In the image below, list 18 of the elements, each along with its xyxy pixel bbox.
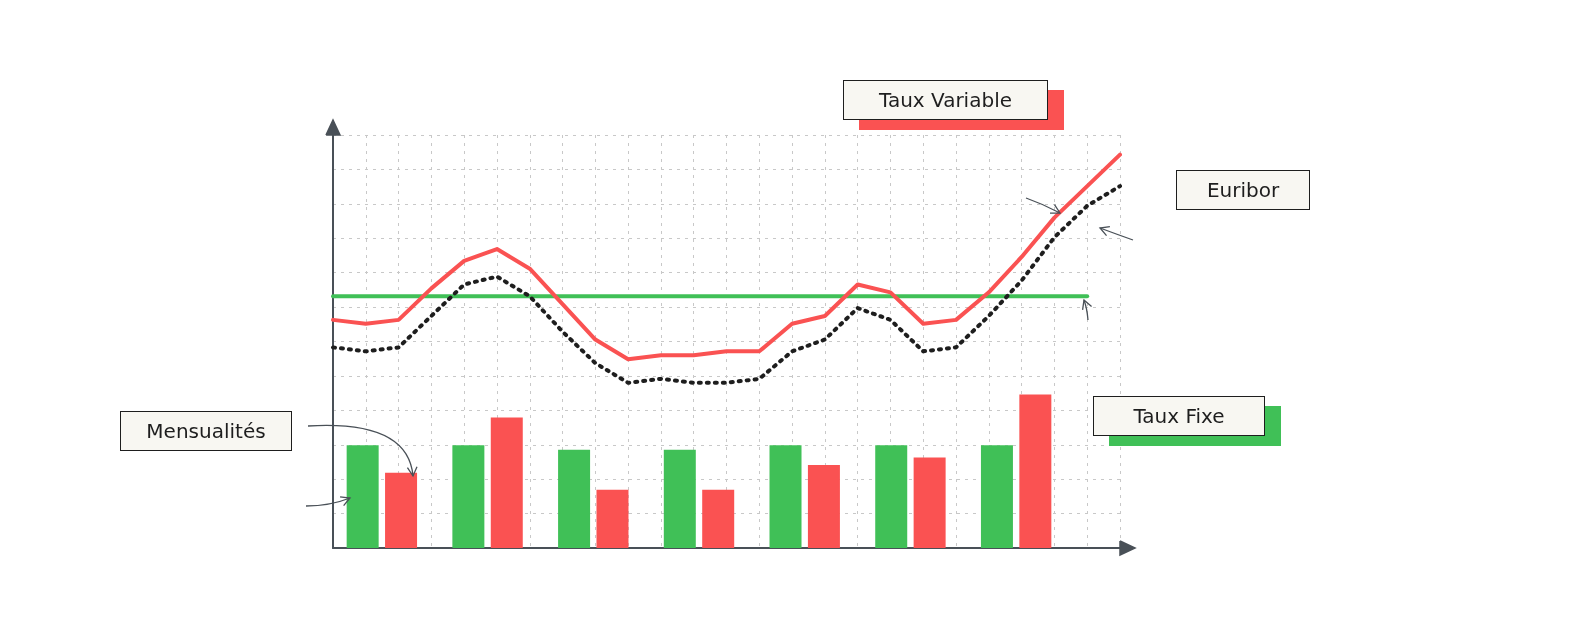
bar — [346, 445, 379, 548]
bar — [490, 417, 523, 548]
bar — [1019, 394, 1052, 548]
bar — [558, 449, 591, 548]
bar — [769, 445, 802, 548]
bar — [702, 489, 735, 548]
bar — [980, 445, 1013, 548]
label-box: Euribor — [1176, 170, 1310, 210]
label-box: Taux Variable — [843, 80, 1048, 120]
bar — [596, 489, 629, 548]
bar — [807, 465, 840, 548]
bar — [385, 472, 418, 548]
bar — [913, 457, 946, 548]
bar — [875, 445, 908, 548]
bar — [452, 445, 485, 548]
bar — [663, 449, 696, 548]
label-box: Taux Fixe — [1093, 396, 1265, 436]
label-box: Mensualités — [120, 411, 292, 451]
